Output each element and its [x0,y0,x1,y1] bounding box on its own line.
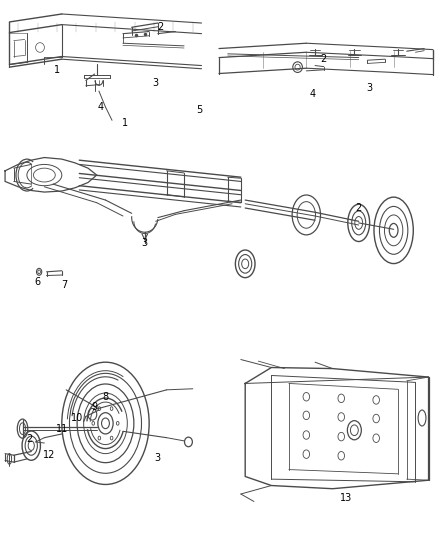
Text: 4: 4 [98,102,104,112]
Text: 3: 3 [155,453,161,463]
Text: 5: 5 [196,104,202,115]
Text: 1: 1 [122,118,128,128]
Text: 6: 6 [35,278,41,287]
Text: 2: 2 [321,54,327,64]
Text: 9: 9 [92,402,98,413]
Text: 12: 12 [42,450,55,460]
Text: 3: 3 [152,78,159,88]
Text: 2: 2 [356,203,362,213]
Text: 13: 13 [339,492,352,503]
Text: 3: 3 [142,238,148,247]
Text: 10: 10 [71,413,83,423]
Text: 4: 4 [310,88,316,99]
Text: 7: 7 [61,280,67,290]
Text: 8: 8 [102,392,109,402]
Text: 1: 1 [54,65,60,75]
Text: 2: 2 [26,434,32,445]
Text: 2: 2 [157,22,163,33]
Text: 11: 11 [56,424,68,434]
Text: 3: 3 [367,83,373,93]
